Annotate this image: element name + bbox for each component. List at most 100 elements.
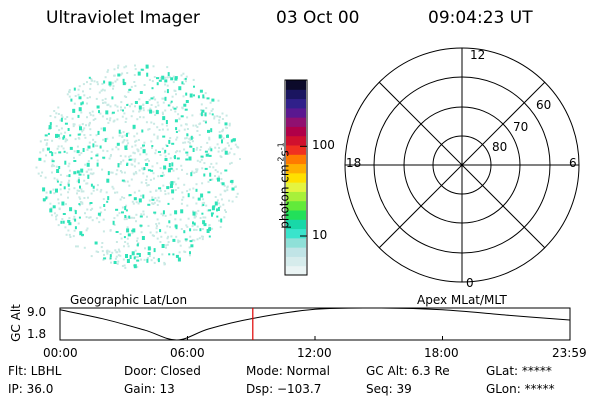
haze-pixel — [95, 144, 97, 147]
haze-pixel — [124, 121, 127, 123]
haze-pixel — [136, 118, 139, 121]
emission-pixel — [136, 243, 139, 247]
haze-pixel — [121, 196, 124, 199]
colorbar-cell — [286, 80, 306, 90]
emission-pixel — [170, 100, 173, 103]
haze-pixel — [203, 162, 206, 165]
haze-pixel — [50, 207, 53, 210]
altitude-strip — [59, 307, 571, 341]
haze-pixel — [196, 169, 199, 172]
haze-pixel — [68, 95, 71, 98]
haze-pixel — [174, 189, 177, 191]
haze-pixel — [49, 202, 52, 205]
haze-pixel — [39, 174, 42, 177]
haze-pixel — [119, 132, 122, 134]
haze-pixel — [219, 155, 222, 158]
haze-pixel — [143, 141, 146, 144]
haze-pixel — [228, 144, 230, 147]
haze-pixel — [226, 126, 228, 129]
haze-pixel — [177, 186, 180, 189]
haze-pixel — [125, 117, 128, 120]
emission-pixel — [186, 133, 189, 137]
haze-pixel — [156, 237, 159, 240]
haze-pixel — [155, 223, 158, 225]
emission-pixel — [232, 138, 236, 142]
emission-pixel — [167, 202, 170, 205]
haze-pixel — [76, 145, 79, 148]
haze-pixel — [196, 130, 199, 132]
haze-pixel — [121, 136, 124, 138]
haze-pixel — [127, 91, 130, 94]
filter-info: Flt: LBHL — [8, 364, 62, 378]
haze-pixel — [68, 162, 71, 165]
emission-pixel — [49, 151, 53, 154]
haze-pixel — [152, 110, 155, 113]
haze-pixel — [186, 204, 189, 207]
haze-pixel — [42, 148, 45, 151]
emission-pixel — [175, 127, 178, 131]
emission-pixel — [208, 209, 212, 212]
haze-pixel — [212, 166, 215, 169]
emission-pixel — [124, 145, 128, 149]
haze-pixel — [138, 169, 141, 172]
haze-pixel — [217, 150, 220, 153]
colorbar-cell — [286, 219, 306, 230]
emission-pixel — [103, 80, 106, 84]
emission-pixel — [62, 213, 66, 215]
haze-pixel — [56, 214, 59, 217]
haze-pixel — [82, 128, 85, 131]
haze-pixel — [191, 225, 194, 228]
haze-pixel — [110, 171, 113, 174]
mode-info: Mode: Normal — [246, 364, 330, 378]
haze-pixel — [135, 172, 138, 175]
haze-pixel — [61, 218, 64, 221]
haze-pixel — [100, 89, 103, 92]
haze-pixel — [111, 185, 114, 188]
emission-pixel — [172, 238, 176, 242]
haze-pixel — [168, 186, 171, 189]
haze-pixel — [208, 136, 211, 139]
haze-pixel — [147, 109, 150, 112]
emission-pixel — [167, 104, 170, 107]
haze-pixel — [131, 163, 134, 166]
haze-pixel — [169, 102, 172, 105]
emission-pixel — [128, 215, 131, 219]
haze-pixel — [102, 138, 105, 141]
haze-pixel — [77, 88, 80, 91]
haze-pixel — [86, 148, 89, 151]
haze-pixel — [110, 261, 112, 264]
haze-pixel — [126, 242, 129, 245]
emission-pixel — [79, 126, 82, 131]
colorbar-cell — [286, 182, 306, 192]
emission-pixel — [175, 226, 178, 230]
haze-pixel — [68, 91, 71, 94]
haze-pixel — [114, 257, 117, 260]
haze-pixel — [185, 137, 188, 140]
emission-pixel — [189, 93, 193, 98]
haze-pixel — [208, 224, 211, 226]
haze-pixel — [110, 154, 112, 156]
emission-pixel — [145, 64, 149, 69]
emission-pixel — [202, 204, 205, 206]
emission-pixel — [224, 169, 228, 172]
haze-pixel — [157, 175, 160, 178]
emission-pixel — [96, 162, 99, 167]
haze-pixel — [93, 80, 96, 83]
colorbar-cell — [286, 126, 306, 137]
haze-pixel — [117, 248, 120, 251]
emission-pixel — [121, 179, 125, 182]
emission-pixel — [81, 233, 84, 236]
emission-pixel — [201, 109, 205, 113]
emission-pixel — [118, 129, 121, 134]
haze-pixel — [101, 242, 104, 244]
emission-pixel — [229, 180, 232, 183]
haze-pixel — [191, 170, 194, 173]
haze-pixel — [119, 170, 122, 172]
haze-pixel — [68, 89, 71, 91]
haze-pixel — [54, 152, 57, 155]
emission-pixel — [56, 180, 59, 183]
emission-pixel — [49, 208, 53, 213]
haze-pixel — [199, 122, 202, 125]
haze-pixel — [86, 81, 88, 84]
haze-pixel — [202, 216, 205, 219]
